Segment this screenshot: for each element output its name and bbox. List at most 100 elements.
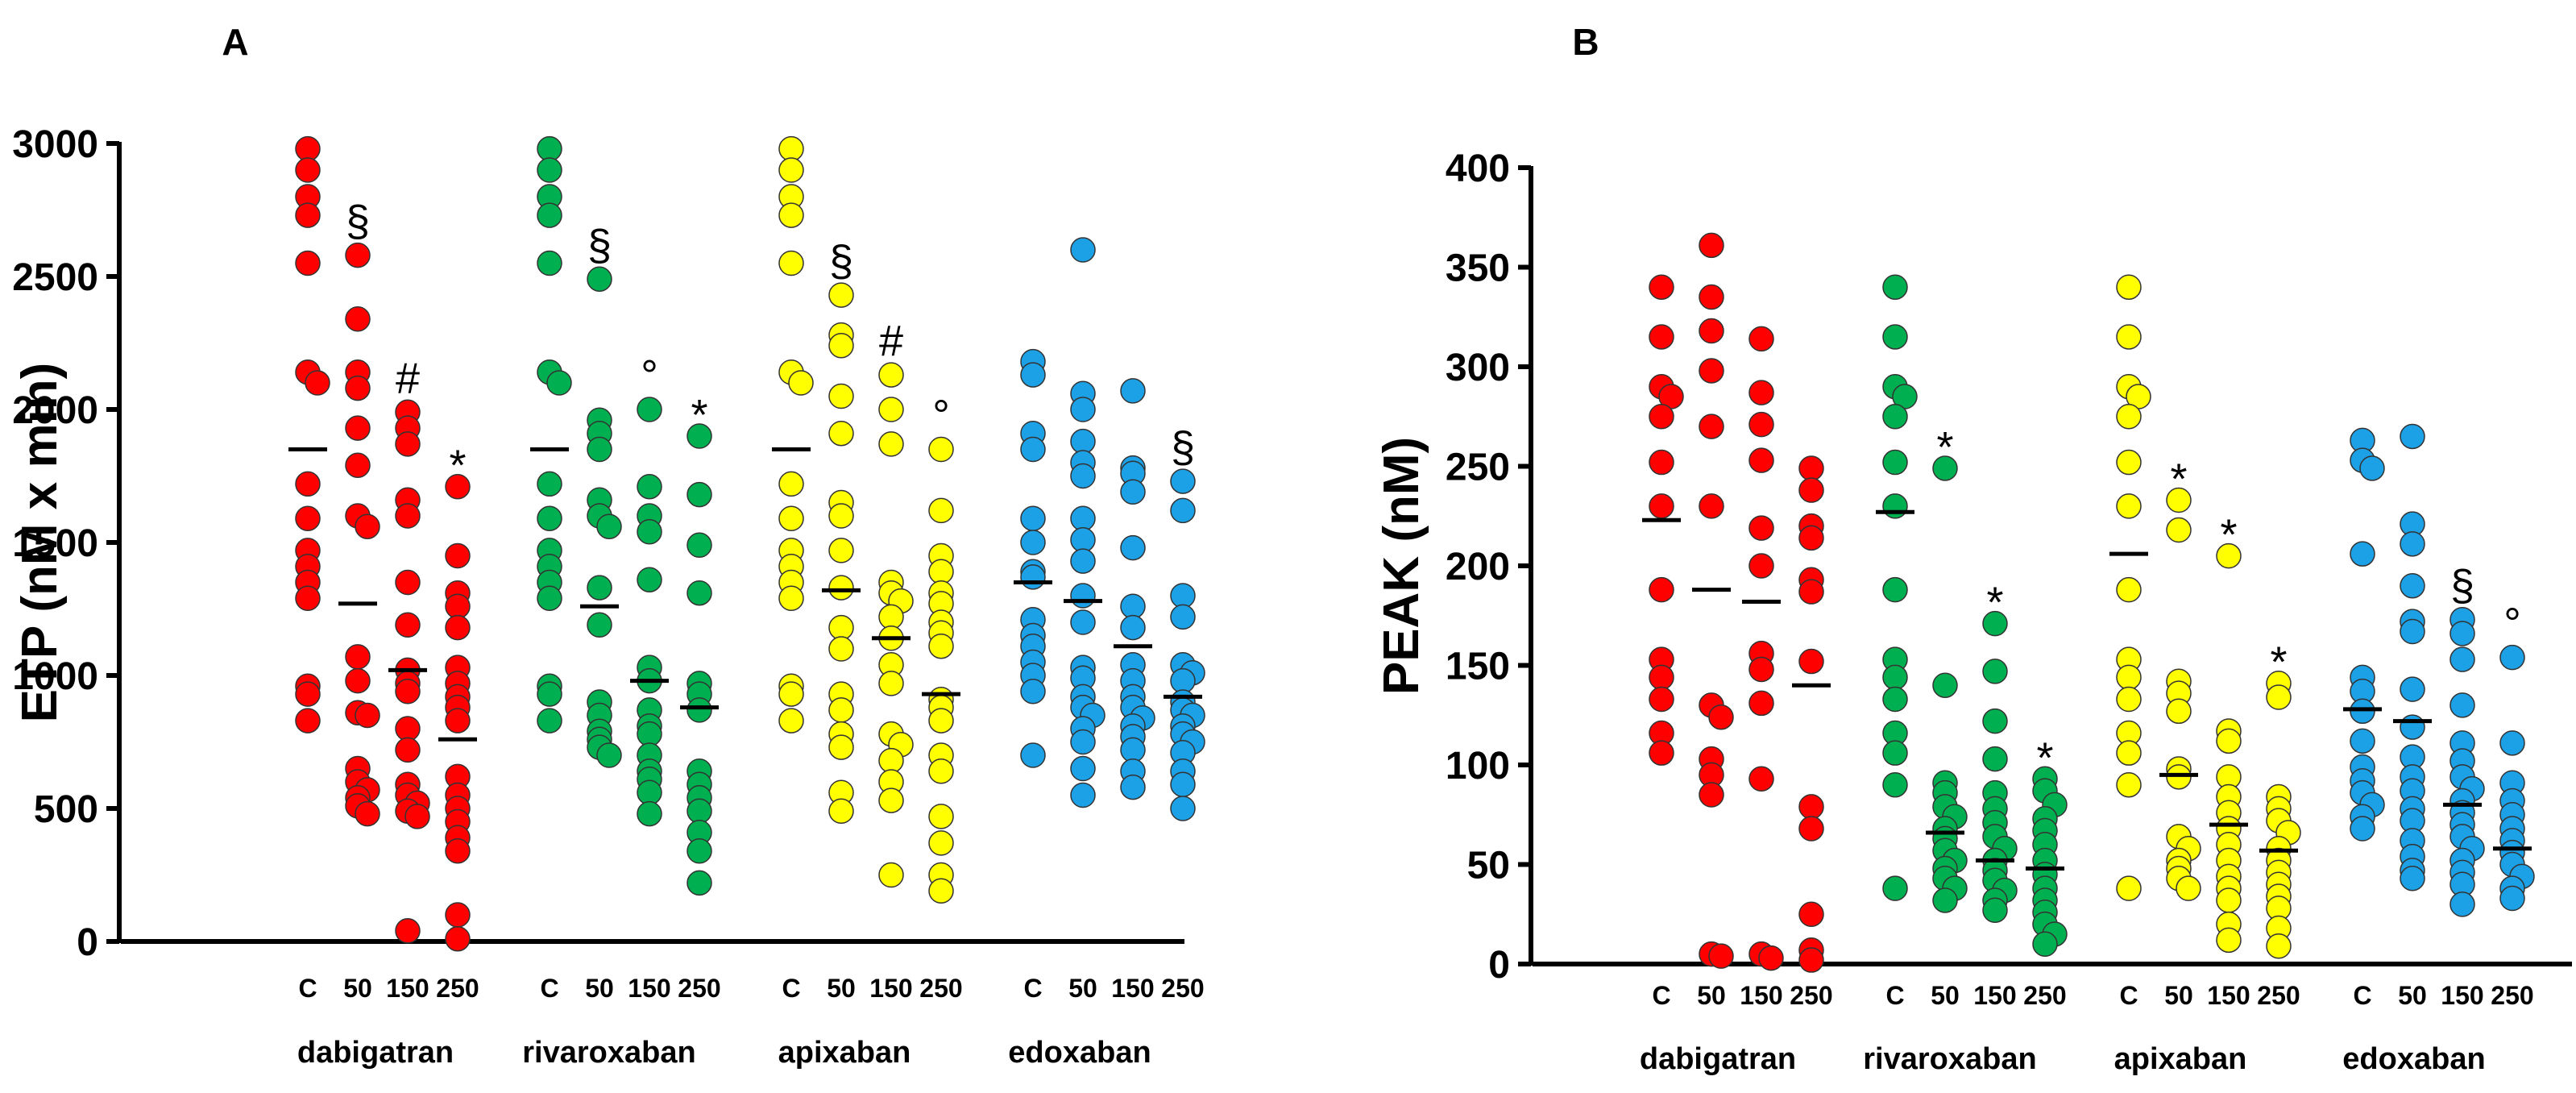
data-point <box>1170 497 1196 524</box>
data-point <box>1070 755 1096 782</box>
data-point <box>537 471 562 497</box>
significance-marker: § <box>587 221 612 269</box>
data-point <box>295 250 321 276</box>
data-point <box>1748 766 1774 792</box>
group-label-apixaban: apixaban <box>2114 1042 2247 1076</box>
category-label: 150 <box>1111 974 1154 1003</box>
data-point <box>2400 531 2425 557</box>
data-point <box>2400 866 2425 891</box>
data-point <box>537 250 562 276</box>
data-point <box>1020 436 1046 463</box>
data-point <box>1649 493 1674 519</box>
data-point <box>1798 947 1824 973</box>
data-point <box>537 708 562 734</box>
category-label: 50 <box>827 974 856 1003</box>
data-point <box>1020 679 1046 704</box>
data-point <box>1758 945 1784 971</box>
category-label: 150 <box>1973 981 2016 1010</box>
data-point <box>2499 644 2525 671</box>
category-label: 50 <box>2164 981 2193 1010</box>
group-label-edoxaban: edoxaban <box>1008 1036 1151 1070</box>
data-point <box>2266 684 2292 710</box>
data-point <box>2400 676 2425 702</box>
y-tick-label: 350 <box>1446 247 1510 290</box>
data-point <box>1070 609 1096 635</box>
data-point <box>828 798 854 825</box>
data-point <box>1748 656 1774 683</box>
y-tick-label: 2000 <box>12 389 98 432</box>
y-tick-label: 150 <box>1446 646 1510 688</box>
data-point <box>345 242 371 268</box>
data-point <box>1882 493 1908 519</box>
data-point <box>537 505 562 532</box>
data-point <box>2400 714 2425 740</box>
data-point <box>928 804 954 829</box>
data-point <box>1649 449 1674 476</box>
data-point <box>687 838 712 864</box>
category-label: C <box>2353 981 2371 1010</box>
data-point <box>1748 690 1774 717</box>
data-point <box>445 593 471 619</box>
y-tick-label: 400 <box>1446 148 1510 190</box>
data-point <box>778 157 804 183</box>
data-point <box>878 747 904 774</box>
data-point <box>2350 816 2375 842</box>
data-point <box>1070 397 1096 422</box>
data-point <box>1882 404 1908 430</box>
data-point <box>537 585 562 612</box>
data-point <box>928 497 954 524</box>
data-point <box>587 436 612 463</box>
panel-letter: A <box>222 21 248 63</box>
data-point <box>1932 672 1958 698</box>
group-label-rivaroxaban: rivaroxaban <box>522 1036 695 1070</box>
data-point <box>395 431 421 457</box>
data-point <box>395 569 421 596</box>
data-point <box>537 681 562 707</box>
data-point <box>1170 468 1196 494</box>
data-point <box>1882 740 1908 766</box>
data-point <box>1798 477 1824 503</box>
data-point <box>305 370 330 396</box>
data-point <box>778 585 804 612</box>
data-point <box>2449 891 2475 917</box>
y-tick-label: 100 <box>1446 745 1510 788</box>
data-point <box>1748 515 1774 541</box>
data-point <box>2350 541 2375 567</box>
data-point <box>828 333 854 359</box>
data-point <box>345 452 371 479</box>
data-point <box>1882 449 1908 476</box>
data-point <box>1649 404 1674 430</box>
significance-marker: * <box>1986 579 2003 627</box>
y-tick-label: 50 <box>1467 845 1510 887</box>
data-point <box>1982 610 2008 637</box>
data-point <box>1020 564 1046 590</box>
data-point <box>295 585 321 612</box>
data-point <box>1120 774 1146 800</box>
data-point <box>2116 771 2142 798</box>
category-label: C <box>1885 981 1904 1010</box>
data-point <box>2116 404 2142 430</box>
data-point <box>1070 463 1096 489</box>
data-point <box>587 612 612 638</box>
data-point <box>596 742 622 768</box>
data-point <box>878 362 904 388</box>
category-label: C <box>1652 981 1670 1010</box>
data-point <box>778 505 804 532</box>
data-point <box>1020 505 1046 532</box>
data-point <box>1882 576 1908 603</box>
data-point <box>828 734 854 760</box>
data-point <box>1748 447 1774 473</box>
data-point <box>2499 730 2525 756</box>
data-point <box>587 575 612 601</box>
category-label: 150 <box>1740 981 1782 1010</box>
data-point <box>1170 771 1196 798</box>
data-point <box>1798 816 1824 842</box>
category-label: 250 <box>2023 981 2066 1010</box>
group-label-dabigatran: dabigatran <box>297 1036 454 1070</box>
data-point <box>295 708 321 734</box>
data-point <box>2400 618 2425 645</box>
data-point <box>2449 621 2475 646</box>
data-point <box>1798 455 1824 481</box>
significance-marker: § <box>829 237 853 285</box>
category-label: 250 <box>1790 981 1832 1010</box>
